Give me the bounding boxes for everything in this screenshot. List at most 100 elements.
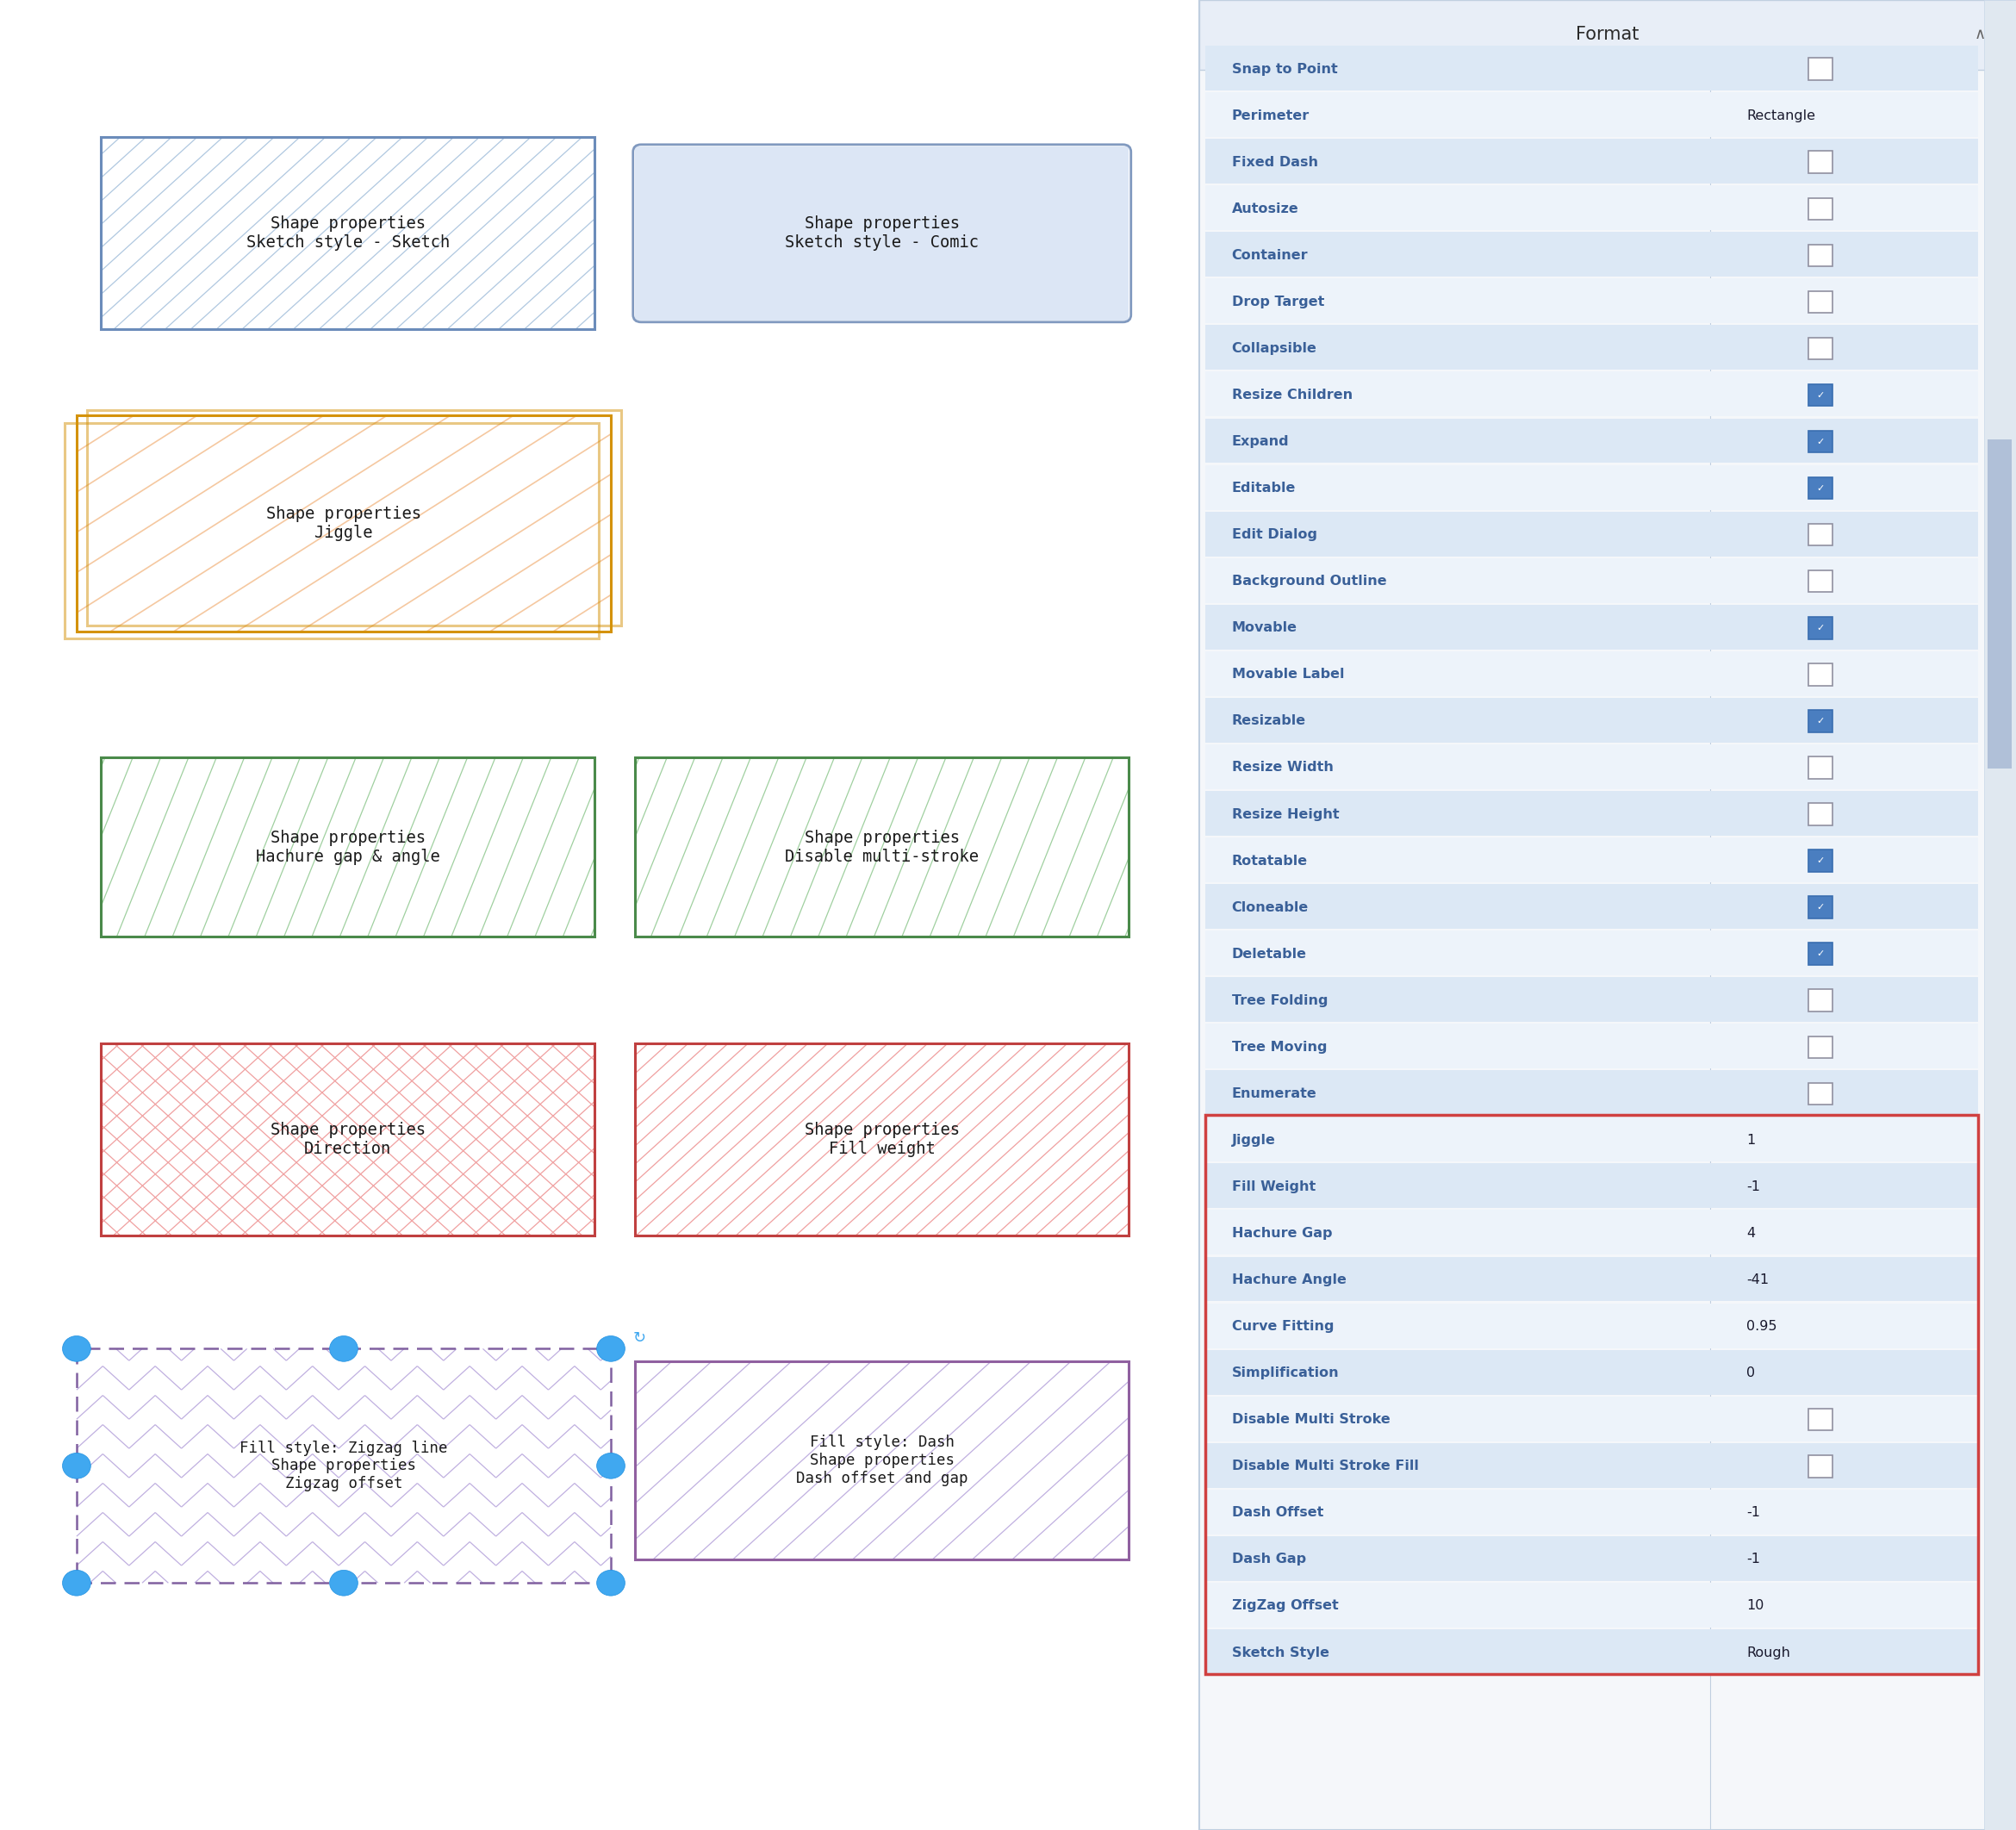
Bar [1206, 977, 1978, 1021]
Bar [101, 137, 595, 329]
Bar [1808, 430, 1833, 452]
Bar [1206, 745, 1978, 789]
Circle shape [62, 1336, 91, 1362]
Text: Tree Moving: Tree Moving [1232, 1041, 1327, 1054]
Bar [1206, 1116, 1978, 1162]
Text: Collapsible: Collapsible [1232, 342, 1316, 355]
Text: Fill style: Dash
Shape properties
Dash offset and gap: Fill style: Dash Shape properties Dash o… [796, 1435, 968, 1486]
Bar [77, 1349, 611, 1583]
Text: Disable Multi Stroke Fill: Disable Multi Stroke Fill [1232, 1460, 1419, 1473]
Text: Rotatable: Rotatable [1232, 855, 1308, 867]
Text: Dash Offset: Dash Offset [1232, 1506, 1322, 1519]
Bar [1808, 245, 1833, 267]
Text: 4: 4 [1746, 1226, 1756, 1241]
Bar [1206, 371, 1978, 417]
Bar [1206, 1210, 1978, 1255]
Bar [1206, 1303, 1978, 1349]
Text: Movable: Movable [1232, 622, 1296, 635]
Text: Shape properties
Jiggle: Shape properties Jiggle [266, 505, 421, 542]
Text: ∧: ∧ [1974, 27, 1986, 42]
Bar [1206, 838, 1978, 882]
Text: Hachure Gap: Hachure Gap [1232, 1226, 1333, 1241]
Bar [1984, 0, 2016, 1830]
Text: Dash Gap: Dash Gap [1232, 1554, 1306, 1566]
Bar [1206, 278, 1978, 324]
Text: -1: -1 [1746, 1180, 1760, 1193]
Text: ✓: ✓ [1816, 902, 1824, 911]
Text: Shape properties
Fill weight: Shape properties Fill weight [804, 1122, 960, 1157]
Text: Simplification: Simplification [1232, 1367, 1339, 1380]
Text: Sketch Style: Sketch Style [1232, 1645, 1329, 1660]
Bar [635, 1043, 1129, 1235]
Bar [1206, 1257, 1978, 1301]
Text: 1: 1 [1746, 1135, 1756, 1147]
Bar [1206, 1071, 1978, 1114]
Text: Deletable: Deletable [1232, 948, 1306, 961]
Text: -1: -1 [1746, 1506, 1760, 1519]
Bar [1206, 1396, 1978, 1442]
Text: Rough: Rough [1746, 1645, 1790, 1660]
Text: ↻: ↻ [633, 1330, 645, 1345]
Bar [1808, 198, 1833, 220]
Bar [1206, 884, 1978, 930]
Bar [1206, 791, 1978, 836]
Bar [1206, 1583, 1978, 1627]
Text: Resize Width: Resize Width [1232, 761, 1333, 774]
Text: Movable Label: Movable Label [1232, 668, 1345, 681]
Text: Tree Folding: Tree Folding [1232, 994, 1329, 1006]
Bar [1808, 478, 1833, 500]
Text: -1: -1 [1746, 1554, 1760, 1566]
Text: Enumerate: Enumerate [1232, 1087, 1316, 1100]
Text: Resize Children: Resize Children [1232, 388, 1353, 401]
Text: ✓: ✓ [1816, 392, 1824, 399]
Text: Shape properties
Direction: Shape properties Direction [270, 1122, 425, 1157]
Bar [1206, 419, 1978, 463]
Text: ✓: ✓ [1816, 856, 1824, 866]
Text: Fill Weight: Fill Weight [1232, 1180, 1316, 1193]
Bar [635, 758, 1129, 937]
Bar [101, 137, 595, 329]
Text: ✓: ✓ [1816, 437, 1824, 447]
Bar [1808, 152, 1833, 174]
Bar [635, 1362, 1129, 1559]
Circle shape [62, 1570, 91, 1596]
Text: Shape properties
Disable multi-stroke: Shape properties Disable multi-stroke [784, 829, 980, 866]
Text: Editable: Editable [1232, 481, 1296, 494]
Bar [1206, 1629, 1978, 1674]
Bar [1206, 512, 1978, 556]
Bar [635, 1362, 1129, 1559]
Bar [1206, 1164, 1978, 1208]
Bar [1808, 337, 1833, 359]
Bar [635, 146, 1129, 320]
Bar [1808, 849, 1833, 871]
Circle shape [597, 1570, 625, 1596]
Bar [1808, 1409, 1833, 1431]
Bar [1206, 185, 1978, 231]
Bar [77, 1349, 611, 1583]
Text: Autosize: Autosize [1232, 203, 1298, 216]
Text: Resize Height: Resize Height [1232, 807, 1339, 820]
Bar [1988, 439, 2012, 769]
Bar [1206, 604, 1978, 650]
Text: Perimeter: Perimeter [1232, 110, 1310, 123]
Text: Fixed Dash: Fixed Dash [1232, 156, 1318, 168]
Bar [1808, 1036, 1833, 1058]
Text: Curve Fitting: Curve Fitting [1232, 1319, 1335, 1332]
Text: Hachure Angle: Hachure Angle [1232, 1274, 1347, 1286]
Bar [1808, 523, 1833, 545]
Text: Container: Container [1232, 249, 1308, 262]
Text: Snap to Point: Snap to Point [1232, 62, 1337, 75]
Text: 10: 10 [1746, 1599, 1764, 1612]
Text: Expand: Expand [1232, 436, 1288, 448]
Bar [1808, 291, 1833, 313]
Bar [1808, 1083, 1833, 1105]
Text: 0: 0 [1746, 1367, 1756, 1380]
Circle shape [597, 1453, 625, 1479]
Circle shape [331, 1570, 359, 1596]
Bar [87, 410, 621, 626]
Bar [1206, 1444, 1978, 1488]
Bar [101, 1043, 595, 1235]
Bar [1206, 697, 1978, 743]
Bar [1200, 0, 2016, 1830]
Bar [77, 415, 611, 631]
